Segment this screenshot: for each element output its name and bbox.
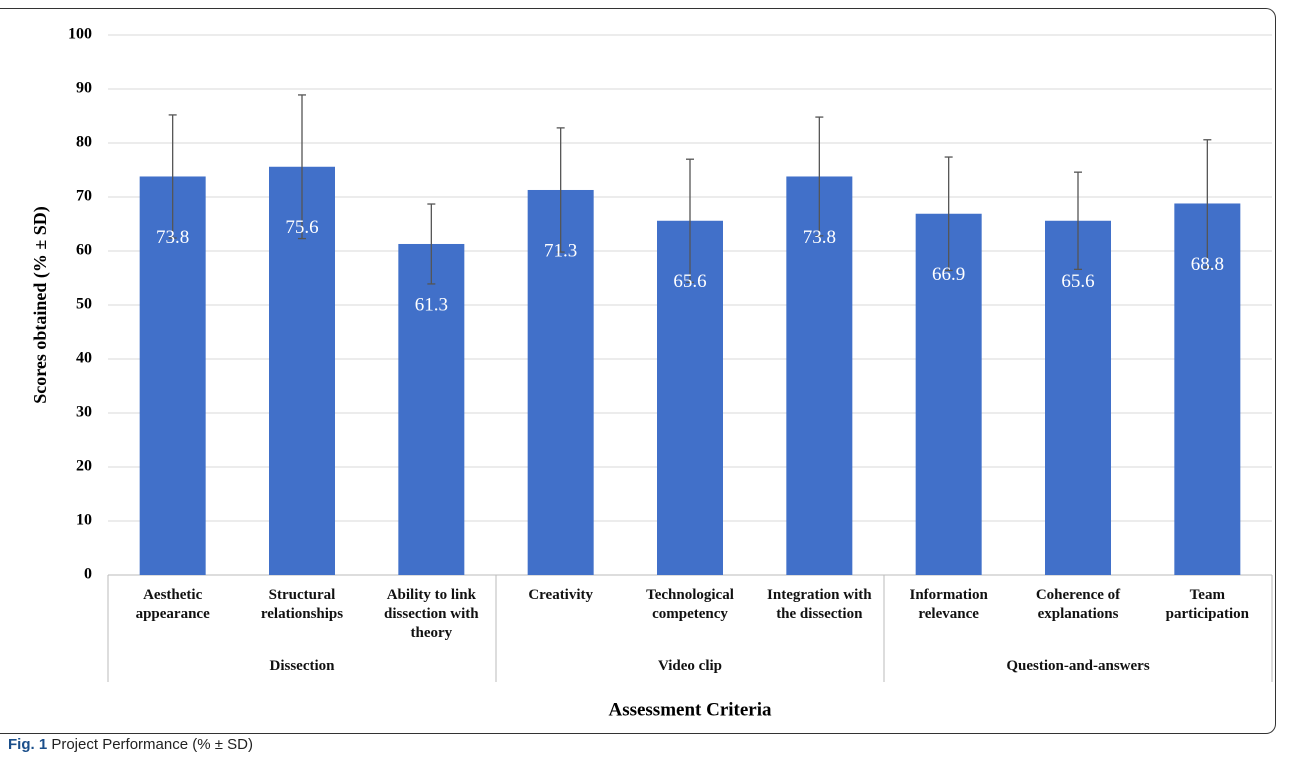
- value-label: 71.3: [544, 240, 577, 261]
- x-tick-label: Team participation: [1165, 587, 1249, 622]
- bar: [139, 176, 206, 576]
- caption: Fig. 1 Project Performance (% ± SD): [8, 736, 253, 753]
- bar: [527, 189, 594, 576]
- y-tick-label: 100: [68, 26, 92, 43]
- y-tick-label: 50: [76, 296, 92, 313]
- figure-frame: [0, 8, 1276, 734]
- bar: [398, 243, 465, 576]
- x-tick-label: Structural relationships: [260, 587, 344, 622]
- x-tick-label: Coherence of explanations: [1035, 587, 1121, 622]
- value-label: 66.9: [932, 264, 965, 285]
- x-tick-label: Integration with the dissection: [767, 587, 872, 622]
- group-label: Video clip: [657, 658, 723, 674]
- y-tick-label: 40: [76, 350, 92, 367]
- caption-text: Project Performance (% ± SD): [51, 736, 253, 753]
- y-axis-title: Scores obtained (% ± SD): [30, 206, 51, 404]
- chart: Scores obtained (% ± SD) Assessment Crit…: [30, 26, 1273, 720]
- group-label: Dissection: [269, 658, 335, 674]
- x-tick-label: Aesthetic appearance: [135, 587, 210, 622]
- y-tick-label: 70: [76, 188, 92, 205]
- x-tick-label: Ability to link dissection with theory: [384, 587, 479, 641]
- value-label: 75.6: [285, 217, 318, 238]
- y-tick-label: 0: [84, 566, 92, 583]
- value-label: 73.8: [803, 227, 836, 248]
- bar: [915, 213, 982, 576]
- group-label: Question-and-answers: [1006, 658, 1150, 674]
- value-label: 65.6: [1061, 271, 1094, 292]
- x-tick-label: Information relevance: [909, 587, 988, 622]
- value-label: 73.8: [156, 227, 189, 248]
- y-tick-label: 90: [76, 80, 92, 97]
- value-label: 68.8: [1191, 254, 1224, 275]
- y-tick-label: 20: [76, 458, 92, 475]
- y-tick-label: 80: [76, 134, 92, 151]
- bar: [1045, 220, 1111, 575]
- x-tick-label: Creativity: [528, 587, 594, 603]
- y-tick-label: 60: [76, 242, 92, 259]
- bar: [786, 176, 853, 576]
- x-axis-title: Assessment Criteria: [608, 699, 772, 720]
- y-tick-label: 10: [76, 512, 92, 529]
- y-tick-label: 30: [76, 404, 92, 421]
- value-label: 61.3: [415, 294, 448, 315]
- x-tick-label: Technological competency: [646, 587, 734, 622]
- caption-label: Fig. 1: [8, 736, 48, 753]
- value-label: 65.6: [673, 271, 706, 292]
